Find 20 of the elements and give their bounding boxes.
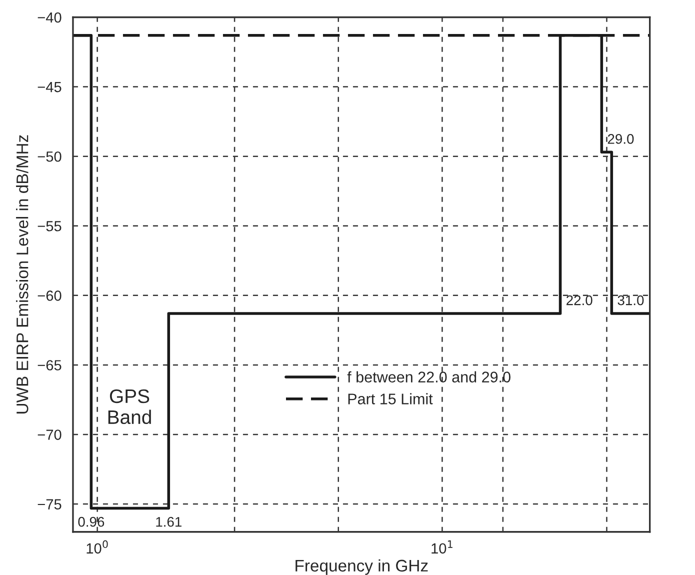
- annotation: 0.96: [78, 516, 104, 527]
- y-tick-label: −70: [38, 430, 62, 440]
- y-tick-label: −65: [38, 360, 62, 370]
- y-tick-label: −60: [38, 290, 62, 301]
- annotation: 29.0: [608, 134, 634, 144]
- annotation: GPS Band: [108, 389, 151, 424]
- annotation: 31.0: [618, 295, 644, 306]
- y-axis-title: UWB EIRP Emission Level in dB/MHz: [16, 135, 28, 414]
- y-tick-label: −45: [38, 82, 62, 92]
- y-tick-label: −50: [38, 151, 62, 162]
- annotation: 22.0: [566, 295, 592, 306]
- x-axis-title: Frequency in GHz: [296, 559, 428, 575]
- y-tick-label: −75: [38, 499, 62, 510]
- y-tick-label: −40: [38, 12, 62, 23]
- y-tick-label: −55: [38, 221, 62, 232]
- x-tick-label: 10$^{0}$: [86, 540, 108, 554]
- legend-label: Part 15 Limit: [348, 393, 433, 404]
- legend-label: f between 22.0 and 29.0: [347, 371, 510, 382]
- x-tick-label: 10$^{1}$: [432, 540, 452, 554]
- annotation: 1.61: [156, 516, 182, 527]
